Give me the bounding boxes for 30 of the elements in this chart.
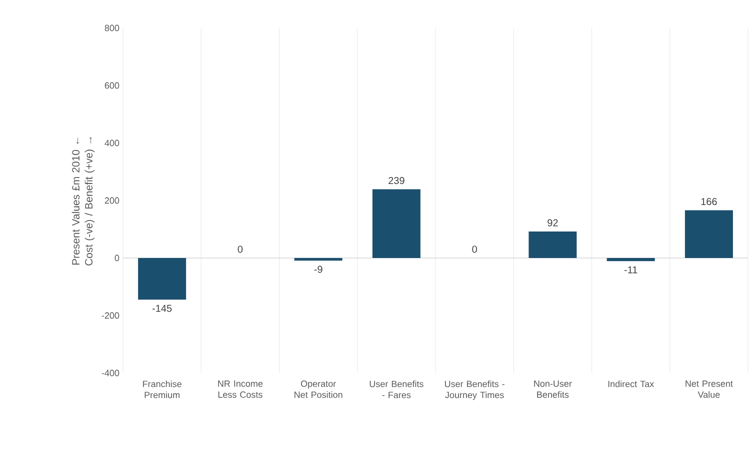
y-tick-label: 800 [104,24,120,32]
x-tick-label: Net Present Value [686,380,733,398]
x-tick-label: Operator Net Position [294,380,342,398]
bar [528,232,577,258]
data-label: 0 [238,246,243,253]
bar [372,189,420,258]
bar [684,210,733,258]
data-label: 92 [548,219,558,226]
y-tick-label: -400 [102,370,120,376]
data-label: 0 [472,246,477,253]
bar [606,258,655,262]
data-label: -9 [314,266,322,273]
x-tick-label: NR Income Less Costs [218,380,263,398]
y-tick-label: 200 [104,197,120,204]
x-tick-label: User Benefits - Fares [370,380,424,398]
data-label: 166 [701,198,717,206]
x-tick-label: Non-User Benefits [534,380,572,398]
data-label: -11 [624,266,638,274]
y-tick-label: -200 [102,312,120,319]
x-tick-label: Franchise Premium [143,380,182,398]
x-tick-label: Indirect Tax [608,380,654,388]
y-tick-label: 400 [104,140,120,146]
y-axis-title: Present Values £m 2010 ← Cost (-ve) / Benefit (+ve) → [72,137,95,266]
y-tick-label: 600 [104,82,120,89]
data-label: 239 [388,177,404,184]
y-tick-label: 0 [114,254,120,262]
bar [138,258,186,300]
data-label: -145 [152,304,172,312]
x-tick-label: User Benefits - Journey Times [445,380,504,400]
bar [294,258,342,261]
